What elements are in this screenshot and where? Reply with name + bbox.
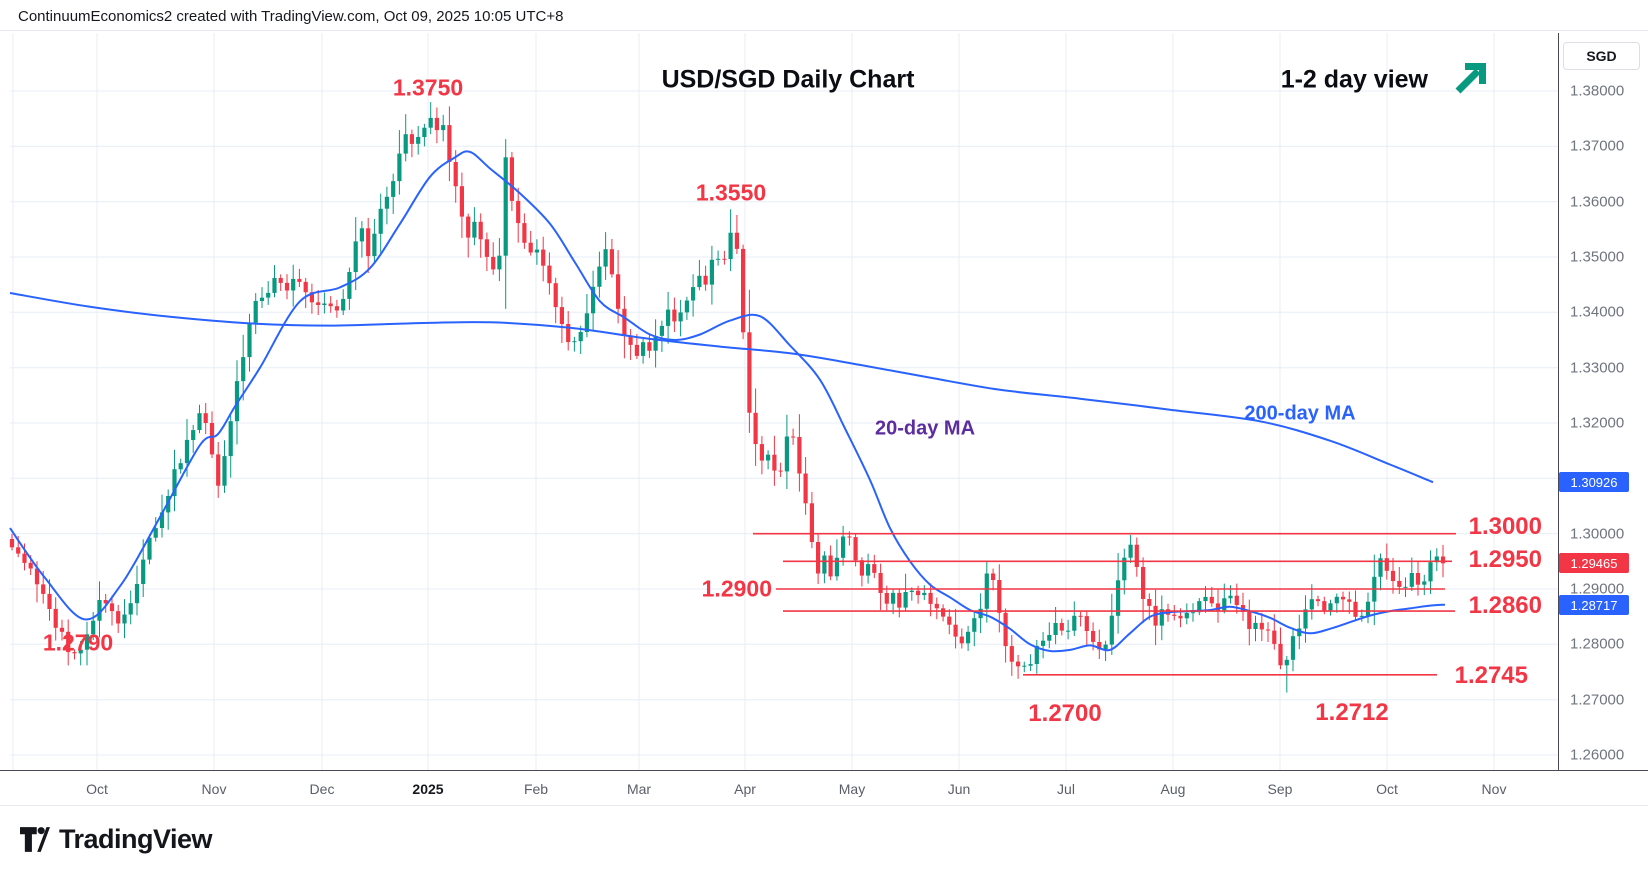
ma-label: 20-day MA (874, 417, 976, 440)
time-axis-tick: Jul (1057, 781, 1075, 797)
price-annotation: 1.3000 (1468, 513, 1542, 540)
price-axis-tick: 1.27000 (1570, 691, 1625, 709)
time-axis-tick: Nov (201, 781, 227, 797)
price-axis-tick: 1.34000 (1570, 303, 1625, 321)
price-axis-tick: 1.35000 (1570, 248, 1625, 266)
price-annotation: 1.2860 (1468, 592, 1542, 619)
time-axis-tick: Apr (734, 781, 756, 797)
price-axis-tick: 1.29000 (1570, 580, 1625, 598)
price-axis-tick: 1.30000 (1570, 525, 1625, 543)
view-note-label: 1-2 day view (1280, 65, 1428, 94)
tradingview-logo-text: TradingView (59, 824, 213, 854)
price-badge: 1.30926 (1559, 472, 1629, 492)
price-axis-tick: 1.26000 (1570, 746, 1625, 764)
price-axis-tick: 1.32000 (1570, 414, 1625, 432)
price-axis-tick: 1.37000 (1570, 137, 1625, 155)
currency-button[interactable]: SGD (1563, 42, 1640, 70)
price-axis-tick: 1.36000 (1570, 193, 1625, 211)
ma-label: 200-day MA (1244, 402, 1356, 425)
price-axis-border (1558, 33, 1559, 770)
footer-divider (0, 805, 1648, 806)
time-axis-tick: Oct (86, 781, 108, 797)
price-annotation: 1.2950 (1468, 546, 1542, 573)
time-axis-tick: 2025 (412, 781, 444, 797)
price-annotation: 1.3750 (392, 74, 464, 101)
time-axis-tick: Aug (1160, 781, 1186, 797)
time-axis-border (0, 770, 1648, 771)
time-axis-tick: Mar (626, 781, 652, 797)
time-axis-tick: May (838, 781, 866, 797)
price-annotation: 1.2900 (701, 575, 772, 602)
price-annotation: 1.2745 (1454, 662, 1528, 689)
ma200-line (9, 292, 1434, 484)
support-resistance-lines (753, 532, 1456, 676)
attribution-text: ContinuumEconomics2 created with Trading… (18, 8, 564, 25)
price-annotation: 1.3550 (695, 179, 767, 206)
chart-canvas[interactable] (0, 0, 1648, 810)
header-divider (0, 30, 1648, 31)
time-axis-tick: Nov (1481, 781, 1507, 797)
price-annotation: 1.2790 (42, 629, 114, 656)
time-axis-tick: Jun (947, 781, 971, 797)
price-annotation: 1.2700 (1028, 700, 1102, 727)
price-annotation: 1.2712 (1315, 699, 1389, 726)
time-axis-tick: Sep (1267, 781, 1293, 797)
grid (10, 33, 1558, 770)
price-badge: 1.29465 (1559, 553, 1629, 573)
chart-title: USD/SGD Daily Chart (661, 65, 915, 94)
trend-up-arrow-icon (1455, 63, 1486, 94)
time-axis-tick: Feb (523, 781, 549, 797)
time-axis-tick: Oct (1376, 781, 1398, 797)
tradingview-logo-icon (20, 827, 50, 852)
tradingview-logo[interactable]: TradingView (20, 824, 213, 855)
time-axis-tick: Dec (309, 781, 335, 797)
price-axis-tick: 1.28000 (1570, 635, 1625, 653)
price-axis-tick: 1.33000 (1570, 359, 1625, 377)
price-badge: 1.28717 (1559, 595, 1629, 615)
price-axis-tick: 1.38000 (1570, 82, 1625, 100)
